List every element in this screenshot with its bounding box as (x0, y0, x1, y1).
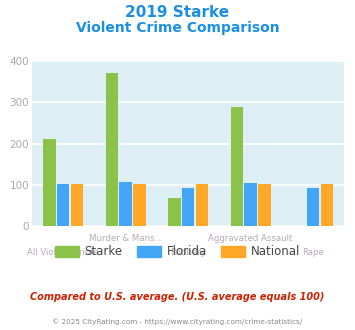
Text: Compared to U.S. average. (U.S. average equals 100): Compared to U.S. average. (U.S. average … (30, 292, 325, 302)
Text: Violent Crime Comparison: Violent Crime Comparison (76, 21, 279, 35)
Bar (321, 184, 333, 226)
Text: Murder & Mans...: Murder & Mans... (89, 234, 163, 243)
Bar (245, 183, 257, 226)
Bar (182, 188, 194, 226)
Bar (106, 74, 118, 226)
Bar (258, 184, 271, 226)
Text: All Violent Crime: All Violent Crime (27, 248, 99, 257)
Text: Aggravated Assault: Aggravated Assault (208, 234, 293, 243)
Bar (307, 188, 319, 226)
Bar (57, 184, 69, 226)
Bar (43, 139, 56, 226)
Bar (71, 184, 83, 226)
Bar (120, 182, 132, 226)
Text: Rape: Rape (302, 248, 324, 257)
Text: 2019 Starke: 2019 Starke (125, 5, 230, 20)
Bar (196, 184, 208, 226)
Bar (231, 107, 243, 226)
Legend: Starke, Florida, National: Starke, Florida, National (50, 241, 305, 263)
Bar (133, 184, 146, 226)
Text: Robbery: Robbery (170, 248, 206, 257)
Text: © 2025 CityRating.com - https://www.cityrating.com/crime-statistics/: © 2025 CityRating.com - https://www.city… (53, 318, 302, 325)
Bar (168, 198, 181, 226)
